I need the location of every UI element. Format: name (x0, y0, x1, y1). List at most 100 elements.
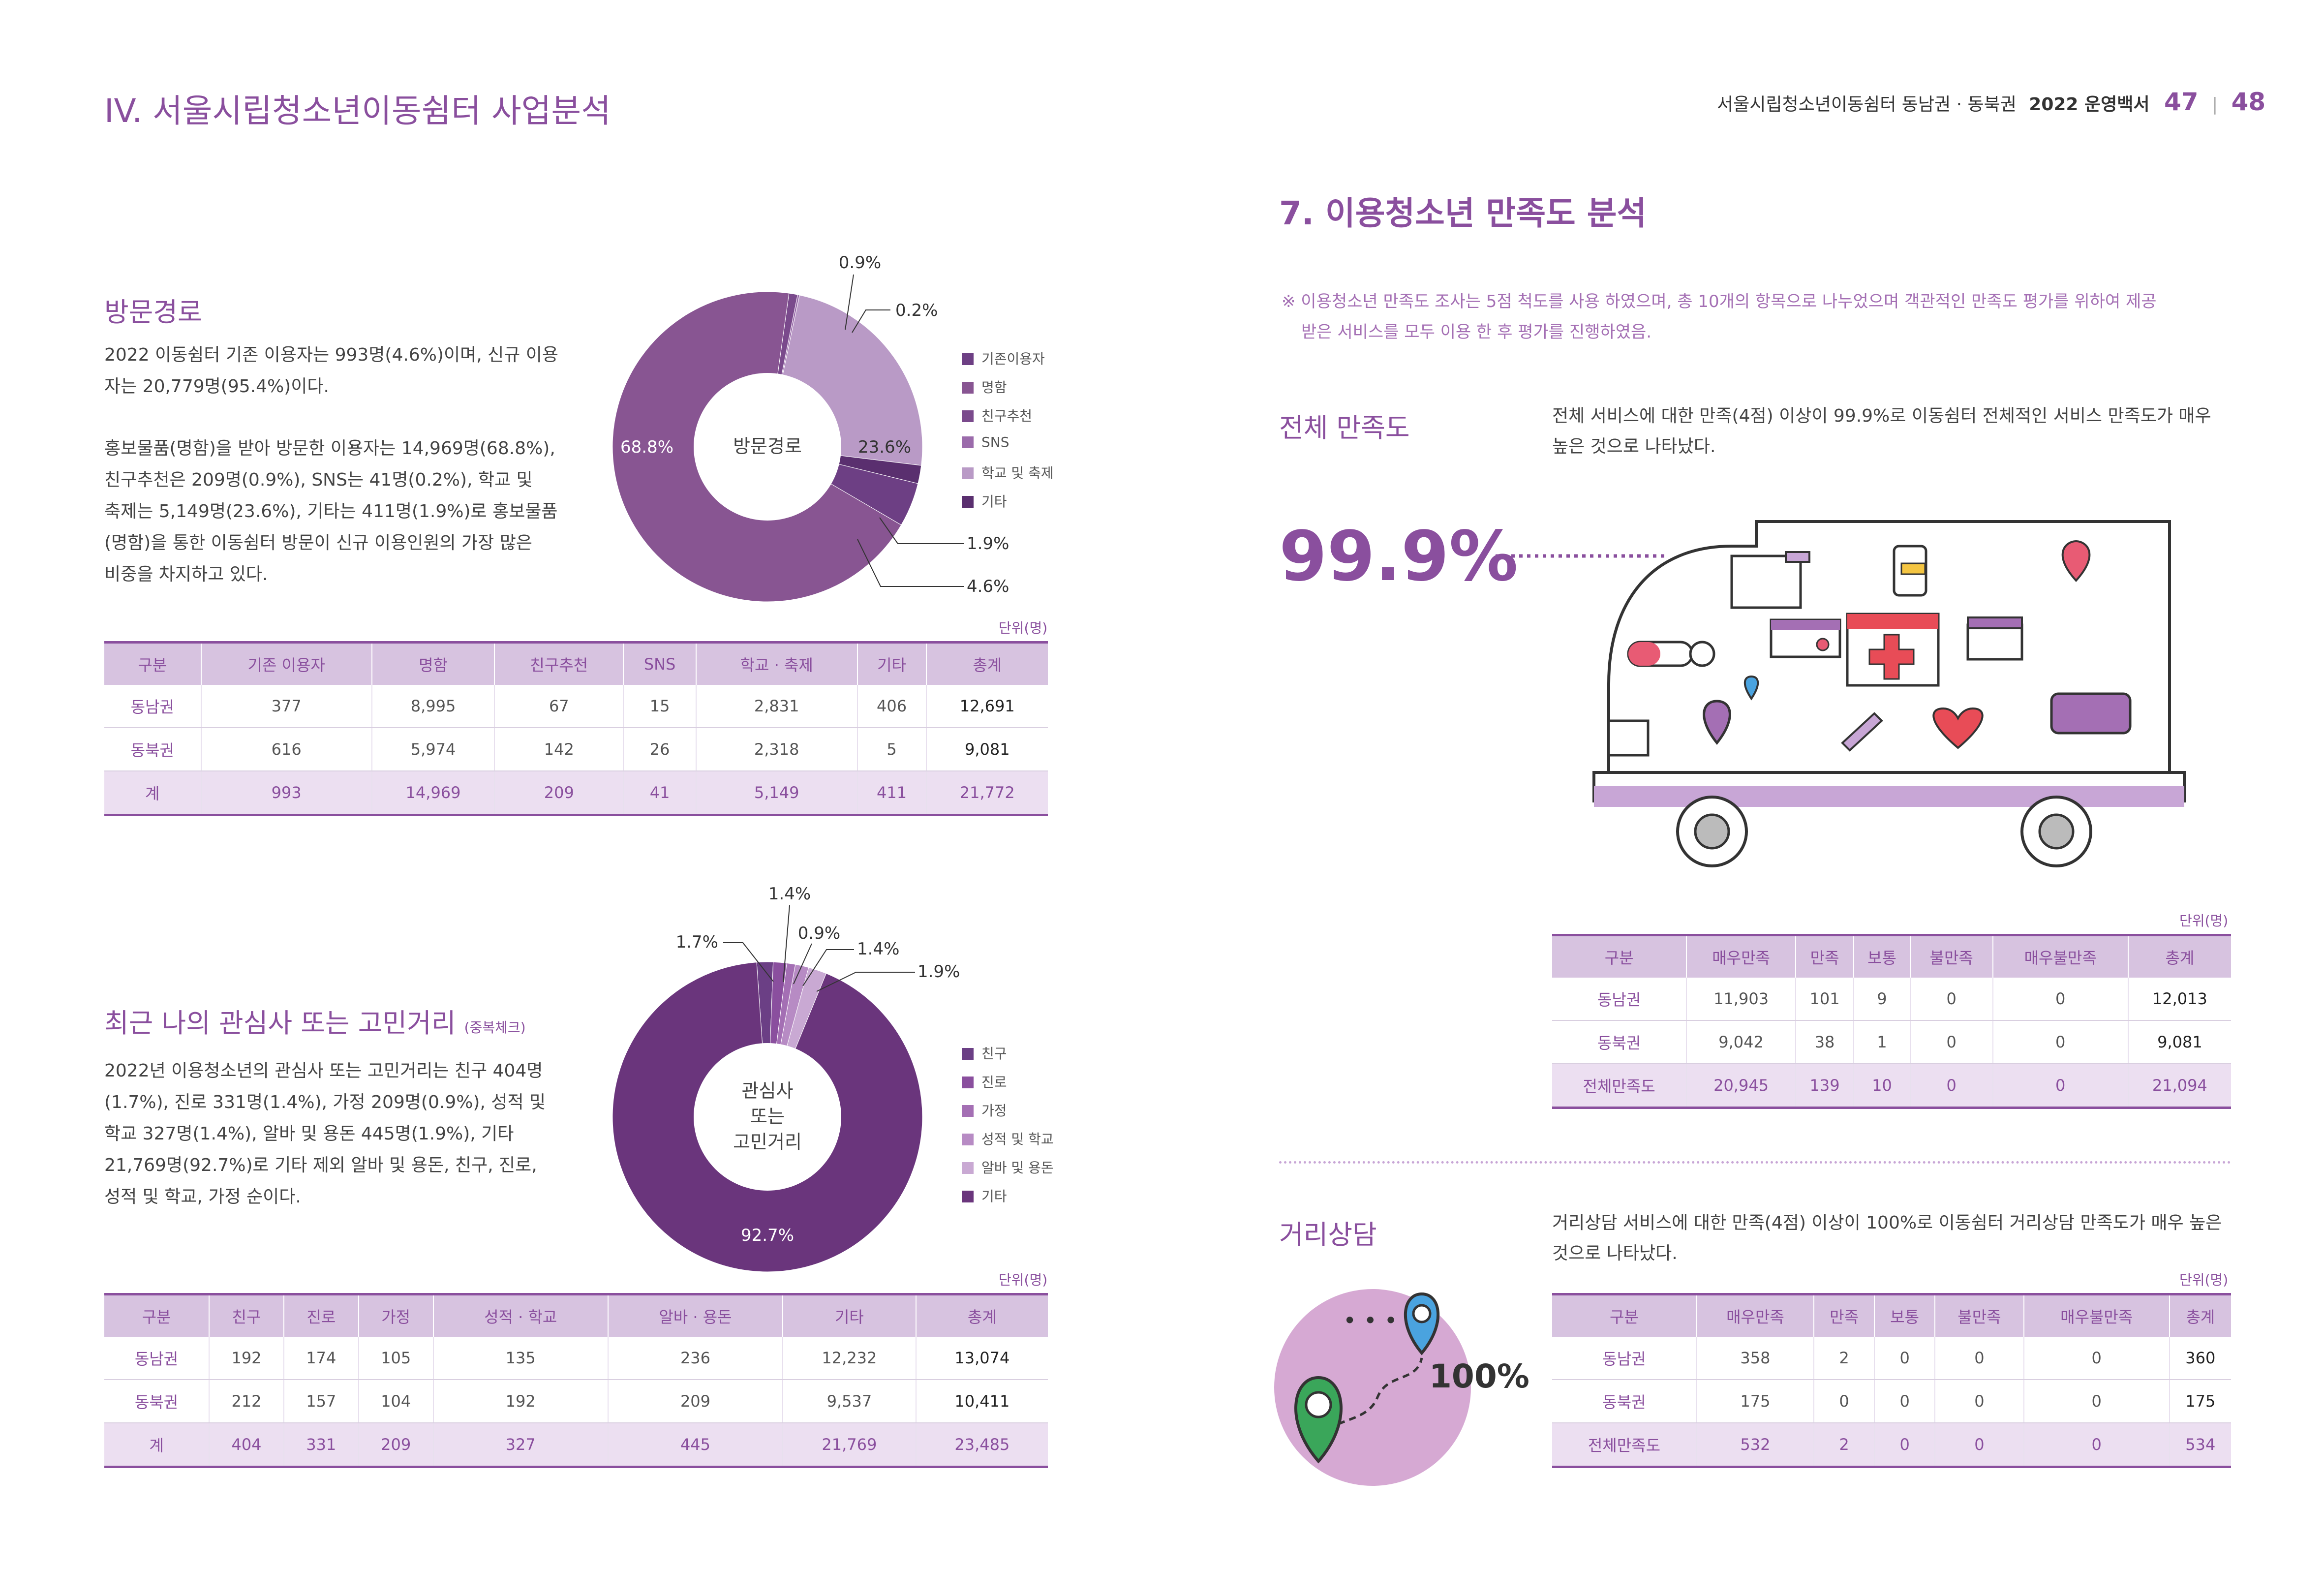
table-cell: 21,772 (925, 771, 1048, 816)
table-cell: 135 (432, 1337, 608, 1380)
unit-label: 단위(명) (2179, 1272, 2229, 1288)
table-cell: 327 (432, 1423, 608, 1468)
table-cell: 동북권 (104, 728, 201, 771)
table-header-row: 구분 친구 진로 가정 성적 · 학교 알바 · 용돈 기타 총계 (104, 1293, 1048, 1337)
table-sum-row: 전체만족도 20,945 139 10 0 0 21,094 (1552, 1064, 2231, 1109)
table-cell: 1 (1853, 1020, 1910, 1064)
table-row: 동북권 616 5,974 142 26 2,318 5 9,081 (104, 728, 1048, 771)
leader-line (816, 972, 915, 992)
first-aid-kit-band (1847, 614, 1938, 629)
table-header: 기타 (856, 641, 926, 685)
table-cell: 5,149 (695, 771, 857, 816)
table-header: SNS (623, 641, 696, 685)
table-header: 보통 (1874, 1293, 1935, 1337)
table-cell: 5,974 (371, 728, 495, 771)
text-line: 홍보물품(명함)을 받아 방문한 이용자는 14,969명(68.8%), (104, 438, 555, 459)
legend-label: SNS (981, 434, 1009, 450)
table-cell: 계 (104, 771, 201, 816)
table-cell: 23,485 (915, 1423, 1048, 1468)
table-header-row: 구분 매우만족 만족 보통 불만족 매우불만족 총계 (1552, 934, 2231, 978)
table-cell: 2,831 (695, 685, 857, 728)
legend-label: 친구추천 (981, 408, 1033, 424)
table-header: 성적 · 학교 (432, 1293, 608, 1337)
mobile-shelter-truck-illustration (1592, 520, 2186, 867)
table-header: 구분 (1552, 1293, 1697, 1337)
table-cell: 331 (283, 1423, 359, 1468)
street-label: 거리상담 (1279, 1219, 1377, 1250)
table-cell: 14,969 (371, 771, 495, 816)
table-cell: 192 (209, 1337, 284, 1380)
slice-label-job: 1.9% (917, 962, 960, 982)
slice-label-meeting: 68.8% (620, 437, 673, 457)
section-divider (1279, 1161, 2231, 1164)
table-header: 구분 (1552, 934, 1687, 978)
leader-line (879, 517, 964, 544)
table-cell: 104 (358, 1380, 433, 1423)
table-cell: 105 (358, 1337, 433, 1380)
table-cell: 동남권 (1552, 978, 1687, 1021)
table-cell: 411 (856, 771, 926, 816)
slice-label-etc: 1.9% (967, 534, 1009, 554)
text-line: 거리상담 서비스에 대한 만족(4점) 이상이 100%로 이동쉼터 거리상담 … (1552, 1213, 2222, 1233)
text-line: 학교 327명(1.4%), 알바 및 용돈 445명(1.9%), 기타 (104, 1124, 514, 1144)
table-cell: 2 (1813, 1337, 1875, 1380)
legend-label: 진로 (981, 1074, 1007, 1090)
table-cell: 0 (1992, 1020, 2128, 1064)
truck-stripe (1594, 786, 2184, 807)
visit-table: 구분 기존 이용자 명함 친구추천 SNS 학교 · 축제 기타 총계 동남권 … (104, 641, 1048, 816)
pot-lid-icon (1967, 616, 2023, 629)
table-sum-row: 계 993 14,969 209 41 5,149 411 21,772 (104, 771, 1048, 816)
satisfaction-title: 7. 이용청소년 만족도 분석 (1279, 194, 1647, 232)
table-cell: 동남권 (1552, 1337, 1697, 1380)
table-cell: 9,081 (2127, 1020, 2231, 1064)
table-header: 구분 (104, 1293, 210, 1337)
concern-table: 구분 친구 진로 가정 성적 · 학교 알바 · 용돈 기타 총계 동남권 19… (104, 1293, 1048, 1468)
location-heart-icon (2061, 540, 2091, 582)
table-cell: 38 (1795, 1020, 1854, 1064)
dots-icon: • • • (1343, 1307, 1398, 1334)
legend-label: 알바 및 용돈 (981, 1160, 1054, 1176)
overall-big-percent: 99.9% (1279, 517, 1518, 597)
slice-label-etc: 92.7% (741, 1226, 794, 1245)
table-cell: 13,074 (915, 1337, 1048, 1380)
legend-item: 친구 (962, 1043, 1007, 1063)
heart-icon (1932, 707, 1984, 749)
page-number-left: 47 (2164, 88, 2199, 116)
leader-line (845, 274, 854, 330)
street-counseling-illustration: • • • 100% (1274, 1289, 1529, 1486)
legend-swatch (962, 1162, 974, 1174)
legend-item: 학교 및 축제 (962, 462, 1054, 482)
table-header: 매우불만족 (1992, 934, 2128, 978)
table-cell: 0 (1813, 1380, 1875, 1423)
concern-title: 최근 나의 관심사 또는 고민거리 (중복체크) (104, 1001, 526, 1040)
table-header: 만족 (1795, 934, 1854, 978)
wheel-icon (1694, 813, 1730, 850)
table-cell: 174 (283, 1337, 359, 1380)
slice-label-school: 1.4% (857, 939, 899, 959)
pencil-icon (1841, 712, 1883, 752)
table-cell: 12,013 (2127, 978, 2231, 1021)
table-cell: 2,318 (695, 728, 857, 771)
table-sum-row: 전체만족도 532 2 0 0 0 534 (1552, 1423, 2231, 1468)
text-line: 비중을 차지하고 있다. (104, 564, 268, 585)
table-cell: 209 (494, 771, 624, 816)
table-cell: 192 (432, 1380, 608, 1423)
sofa-icon (2050, 692, 2132, 735)
table-cell: 157 (283, 1380, 359, 1423)
table-cell: 0 (1909, 1020, 1993, 1064)
table-cell: 534 (2169, 1423, 2231, 1468)
location-pin-dot (1412, 1304, 1432, 1323)
table-header: 학교 · 축제 (695, 641, 857, 685)
text-line: 2022 이동쉼터 기존 이용자는 993명(4.6%)이며, 신규 이용 (104, 345, 559, 365)
table-cell: 0 (2023, 1380, 2170, 1423)
table-cell: 101 (1795, 978, 1854, 1021)
table-cell: 142 (494, 728, 624, 771)
text-line: 친구추천은 209명(0.9%), SNS는 41명(0.2%), 학교 및 (104, 470, 533, 490)
table-cell: 12,691 (925, 685, 1048, 728)
table-cell: 406 (856, 685, 926, 728)
dotted-connector (1496, 554, 1668, 558)
legend-swatch (962, 1191, 974, 1202)
legend-item: 기존이용자 (962, 348, 1045, 368)
table-cell: 0 (1934, 1380, 2024, 1423)
legend-item: 알바 및 용돈 (962, 1157, 1054, 1177)
